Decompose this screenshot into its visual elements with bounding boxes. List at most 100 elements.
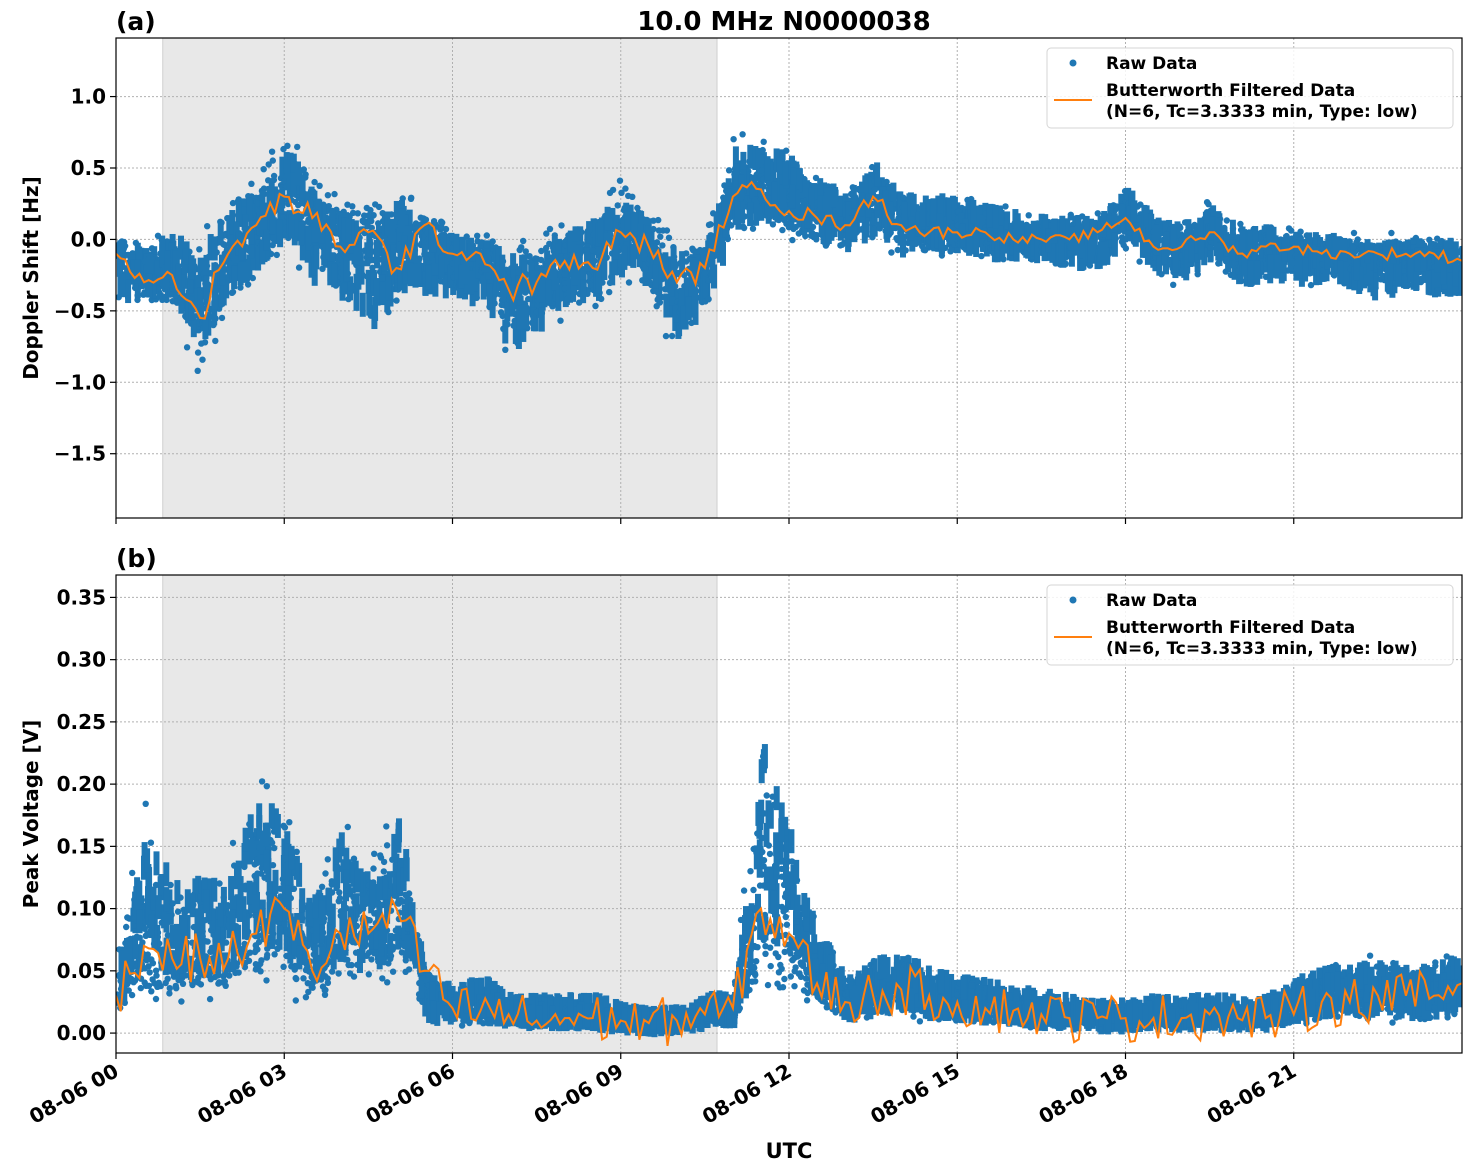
raw-point-cluster <box>380 281 386 305</box>
raw-point <box>779 227 785 233</box>
raw-point-cluster <box>653 264 659 288</box>
raw-point-cluster <box>692 289 698 313</box>
raw-point <box>538 257 544 263</box>
raw-point <box>123 924 129 930</box>
raw-point <box>294 144 300 150</box>
raw-point-cluster <box>1217 242 1223 266</box>
raw-point <box>1350 244 1356 250</box>
raw-point <box>219 315 225 321</box>
raw-point <box>196 246 202 252</box>
raw-point <box>274 252 280 258</box>
raw-point-cluster <box>621 246 627 270</box>
raw-point <box>1026 212 1032 218</box>
raw-point <box>730 136 736 142</box>
raw-point-cluster <box>1426 271 1432 295</box>
raw-point <box>615 202 621 208</box>
raw-point-cluster <box>1441 261 1447 285</box>
y-tick-label: −0.5 <box>54 299 106 323</box>
raw-point <box>761 139 767 145</box>
raw-point-cluster <box>1435 249 1441 273</box>
raw-point-cluster <box>231 265 237 289</box>
raw-point <box>517 247 523 253</box>
raw-point <box>344 202 350 208</box>
raw-point <box>726 167 732 173</box>
raw-point <box>590 248 596 254</box>
raw-point-cluster <box>313 245 319 269</box>
raw-point-cluster <box>711 264 717 288</box>
raw-point-cluster <box>1188 239 1194 263</box>
raw-point <box>198 340 204 346</box>
raw-point <box>212 338 218 344</box>
raw-point <box>558 222 564 228</box>
raw-point <box>474 233 480 239</box>
raw-point <box>438 224 444 230</box>
raw-point <box>1388 230 1394 236</box>
raw-point-cluster <box>546 280 552 304</box>
raw-point-cluster <box>874 162 880 186</box>
raw-point-cluster <box>663 294 669 318</box>
raw-point-cluster <box>1170 225 1176 249</box>
raw-point-cluster <box>580 279 586 303</box>
raw-point-cluster <box>831 183 837 207</box>
raw-point-cluster <box>354 287 360 311</box>
raw-point <box>204 223 210 229</box>
raw-point <box>789 237 795 243</box>
raw-point-cluster <box>1172 249 1178 273</box>
raw-point-cluster <box>630 244 636 268</box>
raw-point-cluster <box>993 205 999 229</box>
raw-point-cluster <box>782 161 788 185</box>
raw-point <box>610 187 616 193</box>
raw-point <box>1207 244 1213 250</box>
raw-point <box>248 181 254 187</box>
raw-point-cluster <box>1271 227 1277 251</box>
raw-point-cluster <box>1154 224 1160 248</box>
raw-point <box>813 236 819 242</box>
raw-point <box>656 295 662 301</box>
y-tick-label: −1.0 <box>54 370 106 394</box>
raw-point <box>1095 210 1101 216</box>
raw-point-cluster <box>119 273 125 297</box>
raw-point <box>1002 203 1008 209</box>
raw-point <box>650 226 656 232</box>
raw-point <box>484 232 490 238</box>
raw-point-cluster <box>1421 248 1427 272</box>
raw-point-cluster <box>386 276 392 300</box>
raw-point-cluster <box>1396 263 1402 287</box>
raw-point <box>1237 221 1243 227</box>
raw-point <box>269 149 275 155</box>
raw-point-cluster <box>825 188 831 212</box>
raw-point <box>310 189 316 195</box>
raw-point-cluster <box>212 285 218 309</box>
raw-point <box>650 218 656 224</box>
raw-point <box>591 258 597 264</box>
raw-point-cluster <box>1337 260 1343 284</box>
raw-point-cluster <box>1268 254 1274 278</box>
raw-point-cluster <box>313 219 319 243</box>
raw-point <box>557 318 563 324</box>
raw-point-cluster <box>277 220 283 244</box>
raw-point <box>261 185 267 191</box>
raw-point-cluster <box>135 260 141 284</box>
raw-point-cluster <box>605 207 611 231</box>
raw-point-cluster <box>346 219 352 243</box>
raw-point-cluster <box>973 233 979 257</box>
raw-point-cluster <box>970 200 976 224</box>
raw-point-cluster <box>747 145 753 169</box>
raw-point-cluster <box>930 198 936 222</box>
raw-point <box>184 344 190 350</box>
raw-point <box>230 289 236 295</box>
raw-point-cluster <box>165 250 171 274</box>
raw-point <box>660 227 666 233</box>
raw-point <box>148 840 154 846</box>
raw-point <box>618 190 624 196</box>
raw-point <box>629 194 635 200</box>
raw-point-cluster <box>243 259 249 283</box>
raw-point-cluster <box>425 265 431 289</box>
raw-point-cluster <box>521 304 527 328</box>
raw-point-cluster <box>146 274 152 298</box>
panel-label: (a) <box>116 7 156 36</box>
raw-point-cluster <box>596 269 602 293</box>
raw-point <box>284 143 290 149</box>
raw-point-cluster <box>399 208 405 232</box>
